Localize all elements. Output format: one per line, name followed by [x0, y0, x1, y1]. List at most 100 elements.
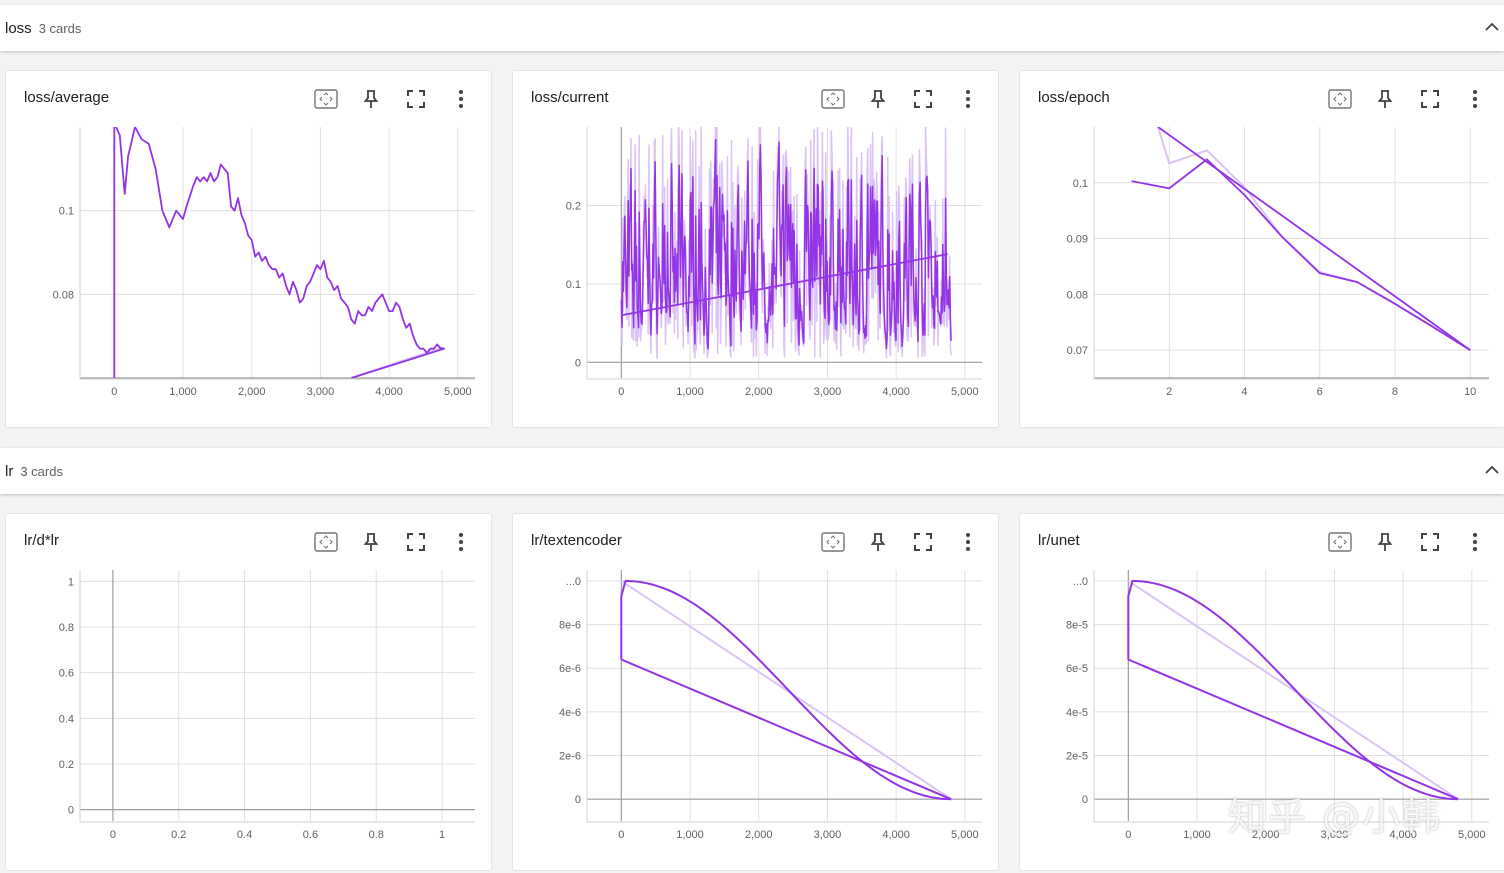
scalar-card: lr/d*lr 0 0.2 0.4 0.6 0.8 1 0 0.2 0.4 0.6 0.8 1 — [5, 513, 492, 871]
x-tick-label: 2,000 — [745, 386, 773, 398]
y-tick-label: 8e-6 — [559, 620, 581, 632]
x-tick-label: 0 — [618, 829, 624, 841]
series-group — [1131, 127, 1471, 351]
x-tick-label: 4,000 — [882, 829, 910, 841]
chevron-up-icon[interactable] — [1482, 460, 1502, 480]
group-card-count: 3 cards — [38, 20, 82, 36]
y-tick-label: 4e-6 — [559, 707, 581, 719]
wrap-series-line — [620, 658, 952, 801]
group-header-lr[interactable]: lr 3 cards — [0, 448, 1504, 494]
more-vert-icon[interactable] — [449, 87, 473, 111]
y-tick-label: 8e-5 — [1066, 620, 1088, 632]
scalar-card: loss/current 0 1,000 2,000 3,000 4,000 5,000 0 0… — [512, 70, 999, 428]
pin-icon[interactable] — [866, 87, 890, 111]
x-tick-label: 2 — [1166, 386, 1172, 398]
y-tick-label: 0.1 — [566, 279, 581, 291]
wrap-series-line — [1127, 658, 1459, 801]
pin-icon[interactable] — [1373, 87, 1397, 111]
card-title: lr/unet — [1038, 532, 1080, 549]
smoothed-series-line — [113, 127, 445, 378]
plot-frame — [586, 570, 982, 823]
x-tick-label: 2,000 — [1252, 829, 1280, 841]
card-toolbar — [821, 87, 980, 111]
y-tick-label: 0.2 — [59, 759, 74, 771]
x-tick-label: 1,000 — [169, 386, 197, 398]
pin-icon[interactable] — [359, 87, 383, 111]
wrap-series-line — [351, 347, 445, 378]
fullscreen-icon[interactable] — [911, 530, 935, 554]
x-tick-label: 4,000 — [882, 386, 910, 398]
y-tick-label: 0.6 — [59, 668, 74, 680]
series-group — [620, 127, 952, 360]
line-chart[interactable]: 2 4 6 8 10 0.07 0.08 0.09 0.1 — [1020, 125, 1504, 425]
card-toolbar — [314, 530, 473, 554]
plot-frame — [79, 127, 475, 380]
more-vert-icon[interactable] — [449, 530, 473, 554]
y-tick-label: 6e-5 — [1066, 663, 1088, 675]
y-tick-label: 6e-6 — [559, 663, 581, 675]
y-tick-label: 1 — [68, 576, 74, 588]
plot-frame — [79, 570, 475, 823]
scalar-card: lr/textencoder 0 1,000 2,000 3,000 4,000 5,000… — [512, 513, 999, 871]
x-tick-label: 0 — [111, 386, 117, 398]
x-tick-label: 5,000 — [951, 386, 979, 398]
more-vert-icon[interactable] — [1463, 530, 1487, 554]
line-chart[interactable]: 0 0.2 0.4 0.6 0.8 1 0 0.2 0.4 0.6 0.8 1 — [6, 568, 493, 868]
more-vert-icon[interactable] — [956, 87, 980, 111]
fullscreen-icon[interactable] — [1418, 87, 1442, 111]
more-vert-icon[interactable] — [1463, 87, 1487, 111]
y-tick-label: 0.1 — [1073, 178, 1088, 190]
x-tick-label: 8 — [1392, 386, 1398, 398]
line-chart[interactable]: 0 1,000 2,000 3,000 4,000 5,000 0 2e-6 4e-6 6e-6 8… — [513, 568, 1000, 868]
fit-domain-icon[interactable] — [314, 530, 338, 554]
x-tick-label: 1,000 — [1183, 829, 1211, 841]
line-chart[interactable]: 0 1,000 2,000 3,000 4,000 5,000 0 2e-5 4e-5 6e-5 8… — [1020, 568, 1504, 868]
card-toolbar — [1328, 530, 1487, 554]
x-tick-label: 2,000 — [238, 386, 266, 398]
y-tick-label: 0.07 — [1067, 345, 1088, 357]
plot-frame — [586, 127, 982, 380]
pin-icon[interactable] — [866, 530, 890, 554]
watermark: 知乎 @小韩 — [1228, 795, 1443, 839]
x-tick-label: 0 — [618, 386, 624, 398]
fullscreen-icon[interactable] — [404, 530, 428, 554]
raw-series-line — [620, 580, 952, 801]
y-tick-label: 0 — [575, 357, 581, 369]
x-tick-label: 3,000 — [307, 386, 335, 398]
group-title: loss — [5, 19, 32, 37]
scalar-card: lr/unet 0 1,000 2,000 3,000 4,000 5,000 0 2e-5 4e… — [1019, 513, 1504, 871]
y-tick-label: 2e-6 — [559, 751, 581, 763]
y-tick-label: 0.08 — [53, 289, 74, 301]
card-toolbar — [821, 530, 980, 554]
scalar-card: loss/epoch 2 4 6 8 10 0.07 0.08 0.09 0.1 — [1019, 70, 1504, 428]
fullscreen-icon[interactable] — [1418, 530, 1442, 554]
line-chart[interactable]: 0 1,000 2,000 3,000 4,000 5,000 0 0.1 0.2 — [513, 125, 1000, 425]
group-card-count: 3 cards — [20, 463, 63, 479]
x-tick-label: 1,000 — [676, 829, 704, 841]
group-header-loss[interactable]: loss 3 cards — [0, 5, 1504, 51]
card-toolbar — [314, 87, 473, 111]
card-title: loss/current — [531, 89, 609, 106]
fit-domain-icon[interactable] — [1328, 530, 1352, 554]
fit-domain-icon[interactable] — [821, 530, 845, 554]
scalar-card: loss/average 0 1,000 2,000 3,000 4,000 5,000 0.… — [5, 70, 492, 428]
more-vert-icon[interactable] — [956, 530, 980, 554]
smoothed-series-line — [620, 138, 952, 350]
x-tick-label: 0 — [110, 829, 116, 841]
chevron-up-icon[interactable] — [1482, 17, 1502, 37]
fullscreen-icon[interactable] — [911, 87, 935, 111]
y-tick-label: 0.8 — [59, 622, 74, 634]
fullscreen-icon[interactable] — [404, 87, 428, 111]
x-tick-label: 3,000 — [814, 829, 842, 841]
fit-domain-icon[interactable] — [314, 87, 338, 111]
fit-domain-icon[interactable] — [1328, 87, 1352, 111]
card-toolbar — [1328, 87, 1487, 111]
x-tick-label: 0.6 — [303, 829, 318, 841]
fit-domain-icon[interactable] — [821, 87, 845, 111]
y-tick-label: 0.09 — [1067, 234, 1088, 246]
x-tick-label: 5,000 — [1458, 829, 1486, 841]
line-chart[interactable]: 0 1,000 2,000 3,000 4,000 5,000 0.08 0.1 — [6, 125, 493, 425]
pin-icon[interactable] — [359, 530, 383, 554]
group-title: lr — [5, 462, 14, 480]
pin-icon[interactable] — [1373, 530, 1397, 554]
